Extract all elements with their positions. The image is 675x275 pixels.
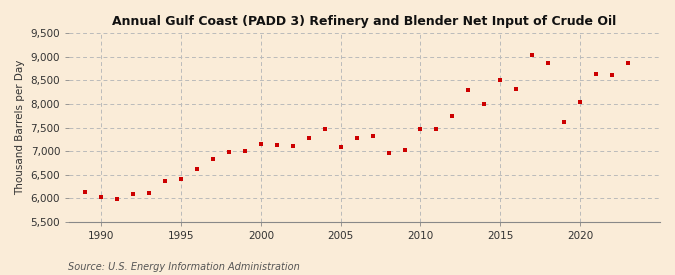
Point: [622, 61, 633, 65]
Point: [415, 127, 426, 131]
Point: [447, 114, 458, 118]
Point: [128, 192, 138, 196]
Point: [288, 144, 298, 148]
Point: [240, 149, 250, 153]
Point: [463, 88, 474, 92]
Point: [431, 127, 442, 132]
Point: [319, 127, 330, 132]
Point: [383, 151, 394, 155]
Text: Source: U.S. Energy Information Administration: Source: U.S. Energy Information Administ…: [68, 262, 299, 272]
Point: [111, 196, 122, 201]
Point: [271, 143, 282, 148]
Point: [303, 136, 314, 140]
Point: [367, 134, 378, 139]
Point: [351, 136, 362, 140]
Point: [144, 191, 155, 196]
Point: [575, 100, 586, 104]
Point: [159, 178, 170, 183]
Point: [223, 150, 234, 154]
Point: [495, 78, 506, 82]
Point: [399, 147, 410, 152]
Point: [479, 102, 490, 107]
Point: [607, 73, 618, 78]
Point: [176, 177, 186, 182]
Point: [192, 167, 202, 171]
Point: [80, 190, 90, 194]
Point: [335, 145, 346, 149]
Point: [559, 120, 570, 124]
Point: [591, 72, 601, 76]
Point: [511, 87, 522, 91]
Y-axis label: Thousand Barrels per Day: Thousand Barrels per Day: [15, 60, 25, 195]
Point: [527, 53, 538, 57]
Point: [255, 142, 266, 146]
Point: [543, 61, 554, 66]
Point: [207, 157, 218, 161]
Title: Annual Gulf Coast (PADD 3) Refinery and Blender Net Input of Crude Oil: Annual Gulf Coast (PADD 3) Refinery and …: [113, 15, 617, 28]
Point: [96, 195, 107, 199]
